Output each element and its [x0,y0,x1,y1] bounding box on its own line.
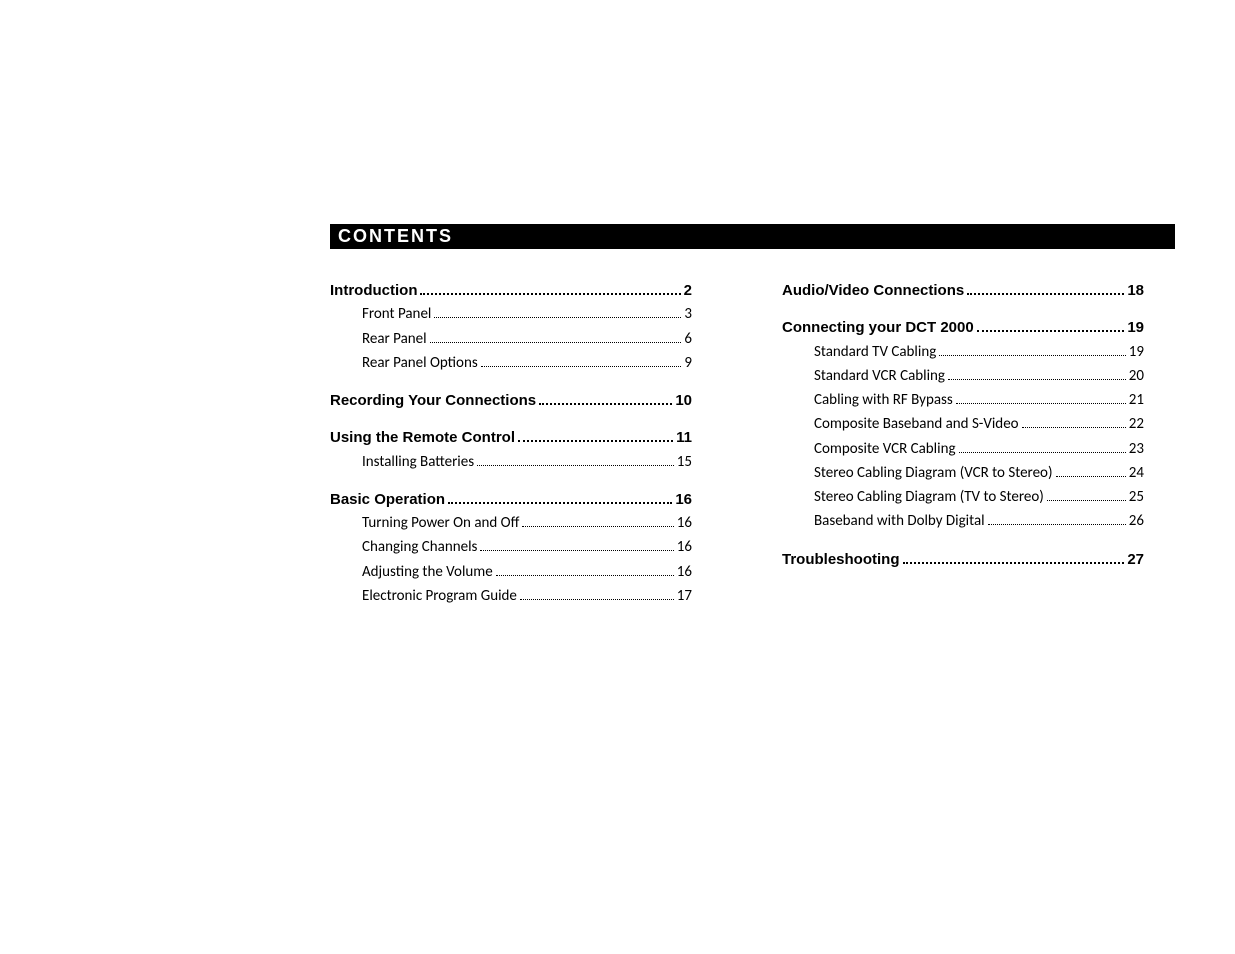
toc-entry-label: Turning Power On and Off [362,512,519,535]
toc-entry-label: Adjusting the Volume [362,561,493,584]
toc-entry-page: 16 [675,488,692,511]
toc-entry-page: 23 [1129,438,1144,461]
toc-leader-dots [522,517,673,528]
toc-leader-dots [903,553,1125,564]
toc-section-entry: Introduction 2 [330,279,692,302]
toc-sub-entry: Electronic Program Guide 17 [330,585,692,608]
toc-sub-entry: Stereo Cabling Diagram (TV to Stereo) 25 [782,486,1144,509]
toc-sub-entry: Composite VCR Cabling 23 [782,438,1144,461]
toc-entry-label: Front Panel [362,303,431,326]
toc-entry-label: Stereo Cabling Diagram (TV to Stereo) [814,486,1044,509]
toc-entry-label: Audio/Video Connections [782,279,964,302]
toc-sub-entry: Front Panel 3 [330,303,692,326]
toc-entry-label: Basic Operation [330,488,445,511]
toc-section-entry: Using the Remote Control 11 [330,426,692,449]
toc-sub-entry: Installing Batteries 15 [330,451,692,474]
toc-sub-entry: Standard TV Cabling 19 [782,341,1144,364]
contents-page: CONTENTS Introduction2Front Panel3Rear P… [330,224,1175,609]
toc-entry-label: Installing Batteries [362,451,474,474]
toc-leader-dots [496,565,674,576]
toc-sub-entry: Turning Power On and Off 16 [330,512,692,535]
toc-leader-dots [520,589,674,600]
toc-entry-label: Using the Remote Control [330,426,515,449]
toc-leader-dots [539,395,672,406]
toc-entry-page: 10 [675,389,692,412]
toc-entry-page: 9 [684,352,692,375]
toc-entry-page: 22 [1129,413,1144,436]
toc-entry-label: Standard TV Cabling [814,341,936,364]
toc-entry-label: Rear Panel [362,328,427,351]
toc-section-entry: Troubleshooting 27 [782,548,1144,571]
toc-sub-entry: Stereo Cabling Diagram (VCR to Stereo) 24 [782,462,1144,485]
toc-sub-entry: Composite Baseband and S-Video 22 [782,413,1144,436]
toc-leader-dots [448,493,672,504]
toc-sub-entry: Changing Channels 16 [330,536,692,559]
toc-entry-page: 18 [1127,279,1144,302]
toc-section-entry: Recording Your Connections 10 [330,389,692,412]
toc-entry-page: 27 [1127,548,1144,571]
toc-entry-label: Rear Panel Options [362,352,478,375]
toc-entry-label: Electronic Program Guide [362,585,517,608]
toc-entry-page: 17 [677,585,692,608]
toc-left-column: Introduction2Front Panel3Rear Panel6Rear… [330,279,692,609]
toc-leader-dots [959,442,1126,453]
toc-sub-entry: Baseband with Dolby Digital 26 [782,510,1144,533]
toc-sub-entry: Rear Panel 6 [330,328,692,351]
toc-entry-page: 19 [1127,316,1144,339]
toc-section-entry: Connecting your DCT 2000 19 [782,316,1144,339]
toc-leader-dots [939,345,1126,356]
toc-columns: Introduction2Front Panel3Rear Panel6Rear… [330,279,1175,609]
toc-entry-label: Changing Channels [362,536,477,559]
toc-sub-entry: Rear Panel Options 9 [330,352,692,375]
toc-leader-dots [481,356,682,367]
toc-entry-label: Connecting your DCT 2000 [782,316,974,339]
toc-entry-page: 25 [1129,486,1144,509]
toc-leader-dots [434,308,681,319]
toc-leader-dots [477,455,674,466]
toc-entry-label: Composite Baseband and S-Video [814,413,1019,436]
toc-section-entry: Basic Operation 16 [330,488,692,511]
toc-entry-page: 3 [684,303,692,326]
toc-entry-page: 24 [1129,462,1144,485]
toc-entry-page: 21 [1129,389,1144,412]
toc-entry-label: Stereo Cabling Diagram (VCR to Stereo) [814,462,1053,485]
toc-entry-label: Cabling with RF Bypass [814,389,953,412]
toc-leader-dots [1056,466,1126,477]
toc-entry-page: 26 [1129,510,1144,533]
toc-leader-dots [967,285,1124,296]
toc-leader-dots [518,432,673,443]
toc-sub-entry: Cabling with RF Bypass 21 [782,389,1144,412]
toc-entry-label: Troubleshooting [782,548,900,571]
toc-entry-page: 16 [677,536,692,559]
contents-heading: CONTENTS [330,224,1175,249]
toc-leader-dots [480,541,673,552]
toc-leader-dots [948,369,1126,380]
toc-entry-page: 6 [684,328,692,351]
toc-sub-entry: Adjusting the Volume 16 [330,561,692,584]
toc-leader-dots [988,515,1126,526]
toc-leader-dots [1022,418,1126,429]
toc-section-entry: Audio/Video Connections 18 [782,279,1144,302]
toc-sub-entry: Standard VCR Cabling 20 [782,365,1144,388]
toc-entry-page: 20 [1129,365,1144,388]
toc-right-column: Audio/Video Connections 18 Connecting your… [782,279,1144,609]
toc-entry-label: Recording Your Connections [330,389,536,412]
toc-entry-label: Introduction [330,279,417,302]
toc-entry-page: 15 [677,451,692,474]
toc-entry-label: Composite VCR Cabling [814,438,956,461]
toc-entry-page: 11 [676,426,692,449]
toc-leader-dots [977,322,1125,333]
toc-entry-page: 2 [684,279,692,302]
toc-entry-label: Baseband with Dolby Digital [814,510,985,533]
toc-entry-label: Standard VCR Cabling [814,365,945,388]
toc-leader-dots [1047,491,1126,502]
toc-leader-dots [420,285,680,296]
toc-entry-page: 16 [677,512,692,535]
toc-leader-dots [430,332,682,343]
toc-entry-page: 19 [1129,341,1144,364]
toc-leader-dots [956,394,1126,405]
toc-entry-page: 16 [677,561,692,584]
